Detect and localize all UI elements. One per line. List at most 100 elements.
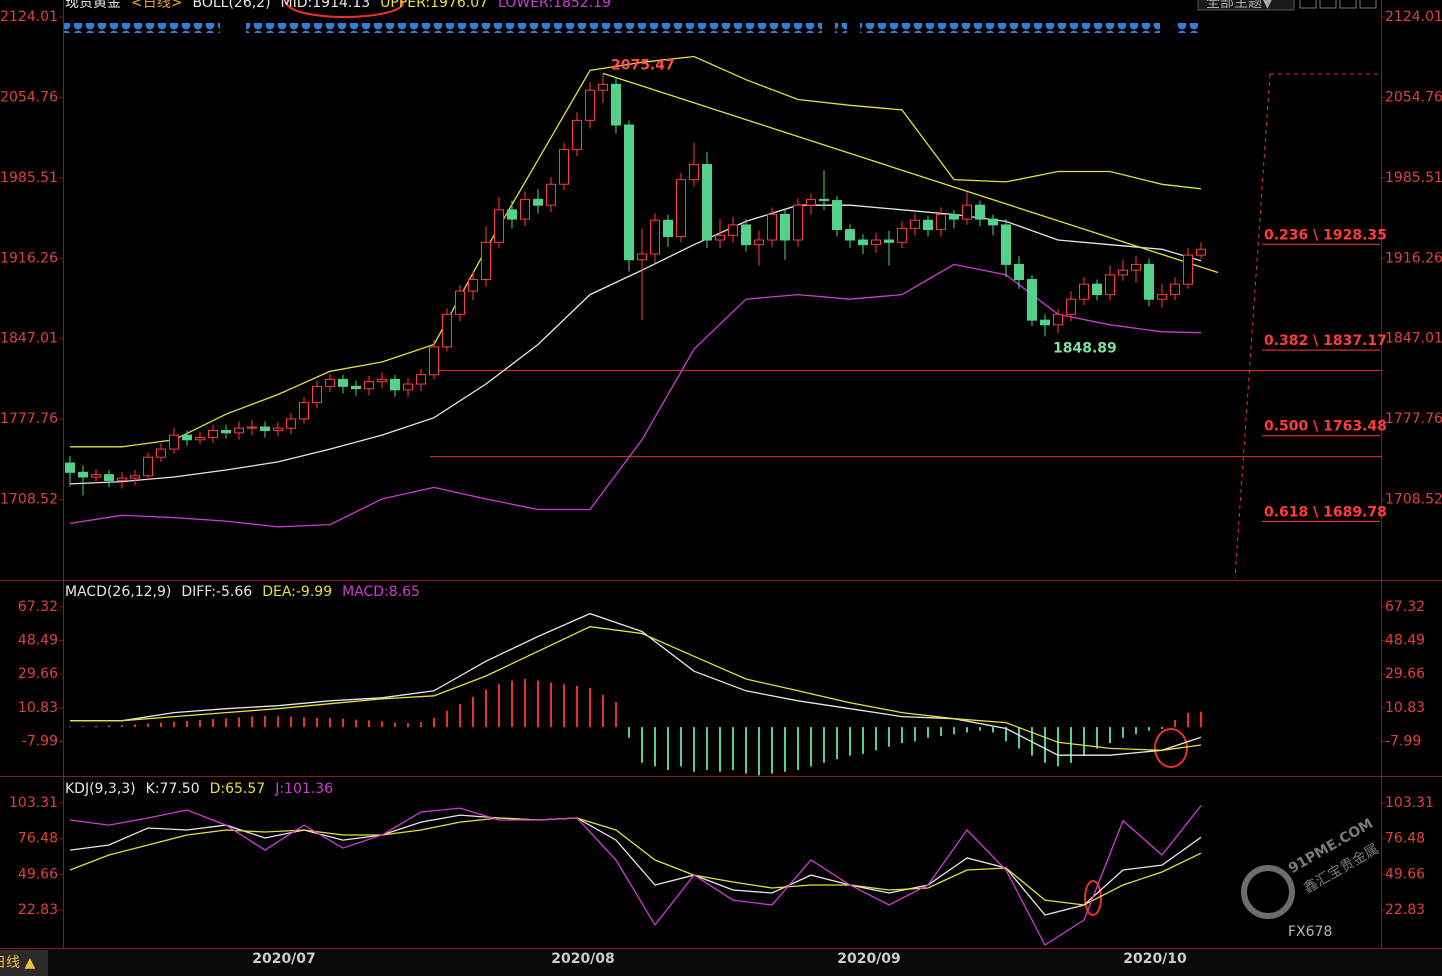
candle-body [1014,263,1024,281]
boll-line [69,263,1202,528]
candle-body [650,219,660,255]
y-tick-label: 22.83 [18,902,58,918]
fib-guide [1234,73,1380,579]
candle-body [429,346,439,376]
candle-body [1066,298,1076,315]
candle-body [754,239,764,246]
legend-entry: MACD:8.65 [342,584,420,600]
kdj-line [69,805,1202,946]
candle-body [130,475,140,479]
candle-body [247,426,257,429]
candle-body [416,374,426,385]
x-tick-label: 2020/08 [551,951,615,967]
fib-label: 0.618 \ 1689.78 [1264,504,1387,520]
y-tick-label: 67.32 [18,599,58,615]
candle-body [208,429,218,438]
legend-entry: MACD(26,12,9) [65,584,171,600]
theme-button-label[interactable]: 全部主题▼ [1206,0,1273,11]
y-tick-label: 29.66 [1385,666,1425,682]
candle-body [325,378,335,387]
candle-body [689,164,699,181]
candle-body [624,124,634,261]
legend-entry: 现货黄金 [65,0,121,11]
y-tick-label: 1985.51 [0,170,58,186]
kdj-line [69,814,1202,916]
x-tick-label: 2020/09 [837,951,901,967]
y-tick-label: 76.48 [1385,831,1425,847]
y-tick-label: 103.31 [1385,795,1434,811]
candle-body [273,427,283,431]
legend-entry: DEA:-9.99 [262,584,332,600]
window-buttons[interactable] [1299,0,1377,9]
y-tick-label: 1847.01 [1385,331,1442,347]
candle-body [351,385,361,390]
candle-body [793,204,803,241]
watermark-text: FX678 [1288,924,1332,940]
candle-body [1196,248,1206,256]
candle-body [260,426,270,431]
theme-button[interactable] [1197,0,1295,11]
highlight-circle [1084,880,1102,916]
candle-body [156,448,166,458]
legend-entry: <日线> [131,0,182,11]
y-tick-label: 2124.01 [1385,9,1442,25]
candle-body [182,434,192,441]
candle-body [1053,313,1063,326]
candle-body [364,381,374,390]
y-tick-label: 10.83 [18,700,58,716]
highlight-circle [286,0,404,18]
candle-body [455,290,465,315]
kdj-line [69,817,1202,906]
candle-body [702,164,712,241]
legend-entry: DIFF:-5.66 [181,584,252,600]
y-tick-label: 1777.76 [1385,411,1442,427]
candle-body [910,219,920,229]
y-tick-label: -7.99 [1385,733,1421,749]
candle-body [845,229,855,241]
candle-body [546,183,556,206]
candle-body [1144,263,1154,300]
candle-body [494,209,504,243]
candle-body [286,418,296,429]
period-tab[interactable] [0,950,48,976]
fib-label: 0.500 \ 1763.48 [1264,419,1387,435]
period-tab-label[interactable]: 日线 ▲ [0,955,35,971]
y-tick-label: 2054.76 [0,89,58,105]
highlight-circle [1154,728,1188,768]
candle-body [832,200,842,231]
candle-body [572,119,582,150]
extreme-label: 2075.47 [611,57,675,73]
candle-body [1118,269,1128,276]
y-tick-label: 1985.51 [1385,170,1442,186]
candle-body [169,434,179,450]
legend-entry: K:77.50 [146,781,200,797]
candle-body [741,224,751,246]
y-tick-label: 1916.26 [1385,250,1442,266]
candle-body [338,378,348,387]
candle-body [871,239,881,246]
candle-body [559,148,569,185]
candle-body [780,213,790,241]
candle-body [975,204,985,220]
candle-body [715,234,725,241]
candle-body [91,474,101,478]
extreme-label: 1848.89 [1053,341,1117,357]
signal-dots [64,23,1198,33]
candle-body [663,219,673,238]
candle-body [312,385,322,404]
y-tick-label: 22.83 [1385,902,1425,918]
candle-body [481,241,491,281]
y-tick-label: 2054.76 [1385,89,1442,105]
candle-body [104,474,114,481]
y-tick-label: -7.99 [22,733,58,749]
candle-body [1092,283,1102,296]
legend-entry: D:65.57 [210,781,266,797]
candle-body [676,179,686,238]
candle-body [1040,319,1050,326]
candle-body [936,213,946,231]
candle-body [1105,274,1115,296]
legend-entry: BOLL(26,2) [192,0,270,11]
